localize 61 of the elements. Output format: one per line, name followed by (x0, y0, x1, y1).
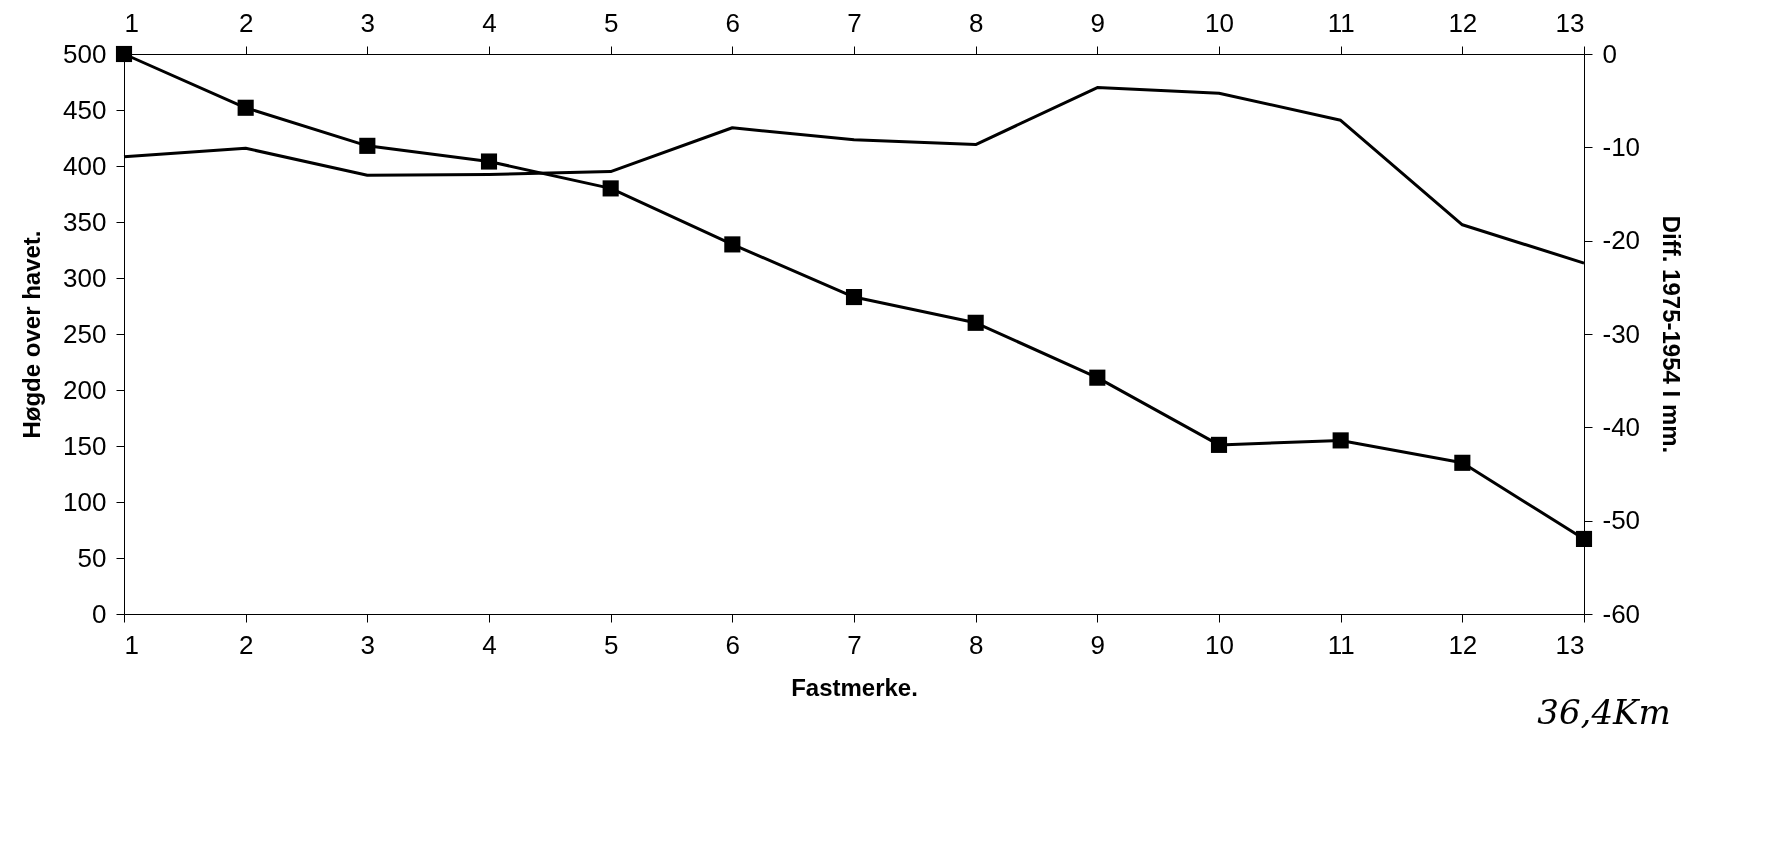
x2-tick-label: 6 (725, 7, 741, 38)
x2-tick-label: 8 (968, 7, 984, 38)
y2-tick-label: -30 (1602, 318, 1641, 349)
y-axis-title: Høgde over havet. (18, 230, 46, 439)
x-tick-label: 11 (1327, 629, 1355, 660)
x-tick-label: 5 (603, 629, 619, 660)
y2-tick-label: -40 (1602, 411, 1641, 442)
x-tick-label: 13 (1555, 629, 1585, 660)
x-tick-label: 4 (482, 629, 497, 660)
point (845, 288, 863, 306)
point (724, 236, 741, 253)
point (1089, 369, 1106, 386)
point (480, 153, 498, 170)
point (967, 314, 984, 331)
x-tick-label: 1 (124, 629, 139, 660)
x2-tick-label: 1 (124, 7, 139, 38)
x2-tick-label: 11 (1327, 7, 1355, 38)
x-tick-label: 8 (968, 629, 984, 660)
x-tick-label: 12 (1448, 629, 1478, 660)
y2-tick-label: 0 (1602, 38, 1617, 69)
y-tick-label: 350 (63, 206, 107, 237)
x-tick-label: 3 (360, 629, 376, 660)
y-tick-label: 450 (63, 94, 107, 125)
x2-tick-label: 7 (847, 7, 862, 38)
point (1210, 436, 1228, 453)
x-axis-title: Fastmerke. (791, 673, 918, 701)
x2-tick-label: 3 (360, 7, 376, 38)
point (359, 137, 376, 154)
y2-axis-title: Diff. 1975-1954 I mm. (1658, 215, 1686, 454)
y-tick-label: 50 (77, 542, 107, 573)
y2-tick-label: -20 (1602, 225, 1641, 256)
x-tick-label: 6 (725, 629, 741, 660)
x2-tick-label: 4 (482, 7, 497, 38)
point (115, 45, 133, 63)
point (1332, 432, 1349, 449)
x2-tick-label: 5 (603, 7, 619, 38)
y-tick-label: 150 (63, 430, 107, 461)
x2-tick-label: 12 (1448, 7, 1478, 38)
point (1575, 530, 1593, 548)
x-tick-label: 2 (238, 629, 254, 660)
point (1454, 454, 1471, 471)
y2-tick-label: -10 (1602, 131, 1641, 162)
y-tick-label: 250 (63, 318, 107, 349)
y-tick-label: 0 (92, 598, 107, 629)
y2-tick-label: -60 (1602, 598, 1641, 629)
x-tick-label: 10 (1205, 629, 1234, 660)
y-tick-label: 200 (63, 374, 107, 405)
x2-tick-label: 13 (1555, 7, 1585, 38)
x2-tick-label: 9 (1090, 7, 1106, 38)
point (237, 99, 254, 116)
y2-tick-label: -50 (1602, 505, 1641, 536)
x2-tick-label: 10 (1205, 7, 1234, 38)
text: 36,4Km (1537, 692, 1671, 732)
x-tick-label: 9 (1090, 629, 1106, 660)
y-tick-label: 100 (63, 486, 107, 517)
y-tick-label: 300 (63, 262, 107, 293)
x2-tick-label: 2 (238, 7, 254, 38)
y-tick-label: 400 (63, 150, 107, 181)
y-tick-label: 500 (63, 38, 107, 69)
x-tick-label: 7 (847, 629, 862, 660)
point (602, 180, 619, 197)
